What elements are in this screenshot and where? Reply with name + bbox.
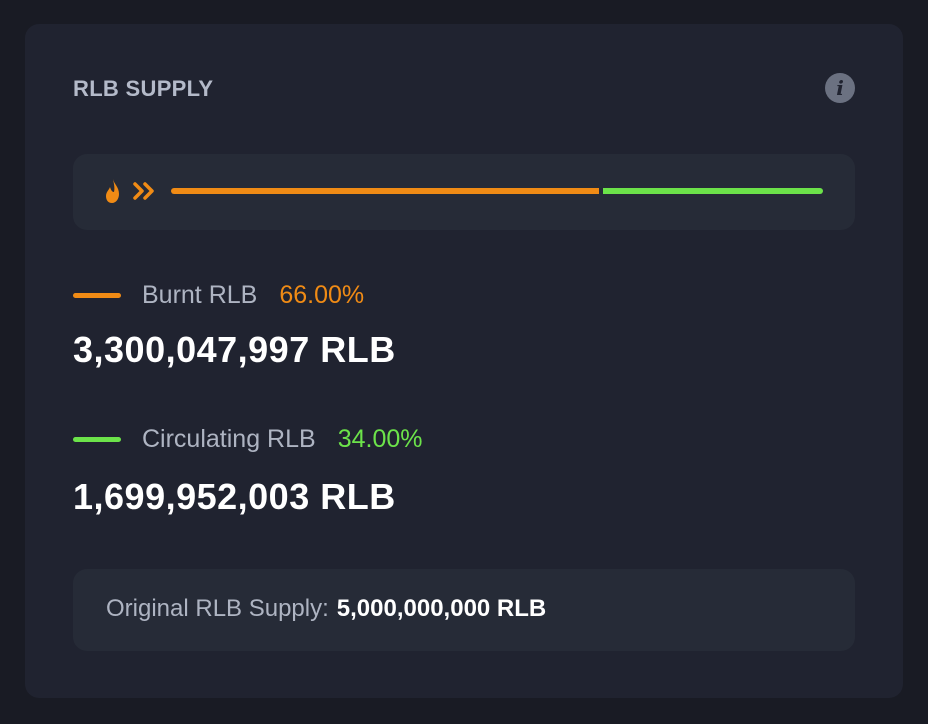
circulating-percent: 34.00% <box>337 424 423 453</box>
circulating-label: Circulating RLB <box>142 424 316 453</box>
circulating-progress-segment <box>603 188 823 194</box>
original-supply-text: Original RLB Supply: 5,000,000,000 RLB <box>106 595 546 623</box>
original-supply-value: 5,000,000,000 RLB <box>336 595 547 622</box>
burnt-legend: Burnt RLB 66.00% <box>73 279 364 311</box>
burnt-amount: 3,300,047,997 RLB <box>73 329 396 370</box>
info-icon[interactable]: i <box>825 73 855 103</box>
circulating-legend-line <box>73 436 121 442</box>
burnt-percent: 66.00% <box>279 280 365 309</box>
supply-progress-track <box>171 188 823 194</box>
circulating-amount: 1,699,952,003 RLB <box>73 476 396 517</box>
supply-progress-box <box>73 154 855 230</box>
burnt-progress-segment <box>171 188 599 194</box>
burnt-label: Burnt RLB <box>142 280 258 309</box>
original-supply-box: Original RLB Supply: 5,000,000,000 RLB <box>73 569 855 651</box>
card-title: RLB SUPPLY <box>73 76 214 101</box>
double-chevron-right-icon <box>133 182 154 200</box>
burnt-legend-line <box>73 292 121 298</box>
circulating-legend: Circulating RLB 34.00% <box>73 423 422 455</box>
rlb-supply-card: RLB SUPPLY i Burnt RLB 66.00% 3,300,047,… <box>25 24 903 698</box>
original-supply-label: Original RLB Supply: <box>106 595 329 622</box>
flame-icon <box>106 179 119 203</box>
